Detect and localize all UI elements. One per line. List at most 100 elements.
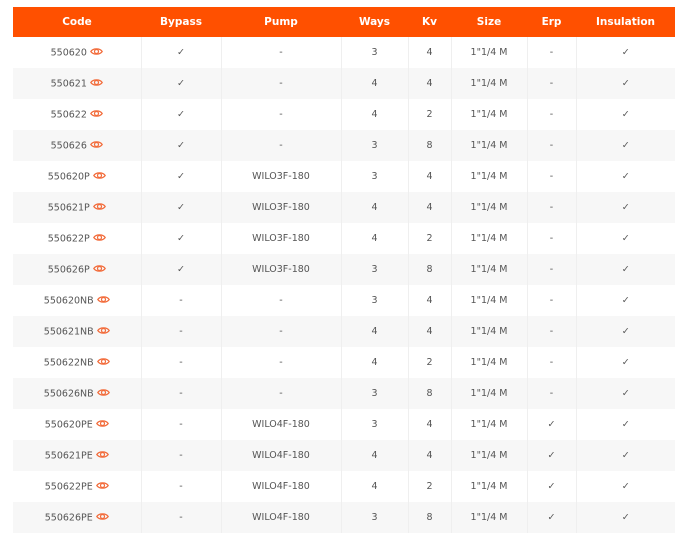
table-row: 550626P ✓ WILO3F-180 3 8 1"1/4 M - ✓ [13, 254, 675, 285]
cell-ways: 4 [340, 99, 408, 130]
cell-erp: ✓ [526, 440, 576, 471]
cell-bypass: ✓ [140, 130, 221, 161]
table-row: 550620 ✓ -3 4 1"1/4 M - ✓ [13, 37, 675, 68]
cell-size: 1"1/4 M [450, 99, 527, 130]
cell-kv: 8 [407, 378, 451, 409]
cell-bypass: ✓ [140, 68, 221, 99]
cell-erp: - [526, 130, 576, 161]
cell-kv: 4 [407, 440, 451, 471]
product-code-link[interactable]: 550626 [50, 140, 87, 151]
cell-kv: 4 [407, 192, 451, 223]
cell-pump: - [220, 68, 341, 99]
cell-bypass: - [140, 316, 221, 347]
eye-icon[interactable] [95, 512, 109, 524]
cell-insulation: ✓ [575, 37, 675, 68]
cell-pump: - [220, 99, 341, 130]
cell-kv: 4 [407, 37, 451, 68]
table-row: 550621 ✓ -4 4 1"1/4 M - ✓ [13, 68, 675, 99]
table-row: 550622NB - -4 2 1"1/4 M - ✓ [13, 347, 675, 378]
cell-pump: WILO4F-180 [220, 471, 341, 502]
cell-erp: - [526, 223, 576, 254]
cell-code: 550620 [13, 37, 141, 68]
product-code-link[interactable]: 550626PE [44, 512, 93, 523]
cell-erp: - [526, 161, 576, 192]
eye-icon[interactable] [92, 233, 106, 245]
eye-icon[interactable] [89, 109, 103, 121]
cell-insulation: ✓ [575, 316, 675, 347]
product-code-link[interactable]: 550622 [50, 109, 87, 120]
cell-erp: - [526, 192, 576, 223]
eye-icon[interactable] [96, 357, 110, 369]
product-code-link[interactable]: 550621PE [44, 450, 93, 461]
cell-kv: 8 [407, 130, 451, 161]
cell-kv: 4 [407, 161, 451, 192]
cell-size: 1"1/4 M [450, 347, 527, 378]
cell-ways: 3 [340, 254, 408, 285]
cell-kv: 8 [407, 254, 451, 285]
product-code-link[interactable]: 550621P [47, 202, 90, 213]
cell-ways: 4 [340, 223, 408, 254]
cell-pump: - [220, 285, 341, 316]
cell-insulation: ✓ [575, 502, 675, 533]
column-header-kv: Kv [408, 7, 451, 37]
eye-icon[interactable] [89, 47, 103, 59]
eye-icon[interactable] [96, 388, 110, 400]
eye-icon[interactable] [96, 295, 110, 307]
cell-size: 1"1/4 M [450, 68, 527, 99]
cell-bypass: ✓ [140, 254, 221, 285]
table-row: 550622P ✓ WILO3F-180 4 2 1"1/4 M - ✓ [13, 223, 675, 254]
product-code-link[interactable]: 550621NB [43, 326, 94, 337]
cell-ways: 4 [340, 192, 408, 223]
cell-pump: - [220, 347, 341, 378]
cell-ways: 3 [340, 37, 408, 68]
cell-bypass: ✓ [140, 161, 221, 192]
cell-bypass: ✓ [140, 223, 221, 254]
cell-kv: 4 [407, 68, 451, 99]
cell-code: 550622 [13, 99, 141, 130]
cell-code: 550621 [13, 68, 141, 99]
table-row: 550621PE - WILO4F-180 4 4 1"1/4 M ✓ ✓ [13, 440, 675, 471]
eye-icon[interactable] [92, 202, 106, 214]
cell-erp: ✓ [526, 471, 576, 502]
table-header: Code Bypass Pump Ways Kv Size Erp Insulation [13, 7, 675, 37]
product-code-link[interactable]: 550626P [47, 264, 90, 275]
cell-ways: 3 [340, 502, 408, 533]
cell-insulation: ✓ [575, 285, 675, 316]
eye-icon[interactable] [92, 171, 106, 183]
product-code-link[interactable]: 550620P [47, 171, 90, 182]
eye-icon[interactable] [95, 481, 109, 493]
eye-icon[interactable] [96, 326, 110, 338]
cell-pump: - [220, 37, 341, 68]
cell-ways: 4 [340, 316, 408, 347]
product-code-link[interactable]: 550622PE [44, 481, 93, 492]
product-code-link[interactable]: 550626NB [43, 388, 94, 399]
product-code-link[interactable]: 550620NB [43, 295, 94, 306]
cell-code: 550626P [13, 254, 141, 285]
cell-bypass: - [140, 347, 221, 378]
table-row: 550620NB - -3 4 1"1/4 M - ✓ [13, 285, 675, 316]
table-row: 550621NB - -4 4 1"1/4 M - ✓ [13, 316, 675, 347]
cell-erp: - [526, 254, 576, 285]
eye-icon[interactable] [95, 450, 109, 462]
product-code-link[interactable]: 550620PE [44, 419, 93, 430]
product-code-link[interactable]: 550621 [50, 78, 87, 89]
cell-pump: - [220, 130, 341, 161]
product-code-link[interactable]: 550622P [47, 233, 90, 244]
eye-icon[interactable] [95, 419, 109, 431]
product-table: Code Bypass Pump Ways Kv Size Erp Insulation 55… [13, 7, 675, 533]
cell-code: 550621NB [13, 316, 141, 347]
product-code-link[interactable]: 550622NB [43, 357, 94, 368]
cell-kv: 4 [407, 316, 451, 347]
product-code-link[interactable]: 550620 [50, 47, 87, 58]
cell-ways: 3 [340, 378, 408, 409]
cell-insulation: ✓ [575, 378, 675, 409]
eye-icon[interactable] [89, 140, 103, 152]
cell-insulation: ✓ [575, 254, 675, 285]
cell-bypass: - [140, 378, 221, 409]
cell-kv: 2 [407, 471, 451, 502]
table-row: 550622 ✓ -4 2 1"1/4 M - ✓ [13, 99, 675, 130]
eye-icon[interactable] [89, 78, 103, 90]
eye-icon[interactable] [92, 264, 106, 276]
cell-pump: WILO3F-180 [220, 254, 341, 285]
table-row: 550621P ✓ WILO3F-180 4 4 1"1/4 M - ✓ [13, 192, 675, 223]
